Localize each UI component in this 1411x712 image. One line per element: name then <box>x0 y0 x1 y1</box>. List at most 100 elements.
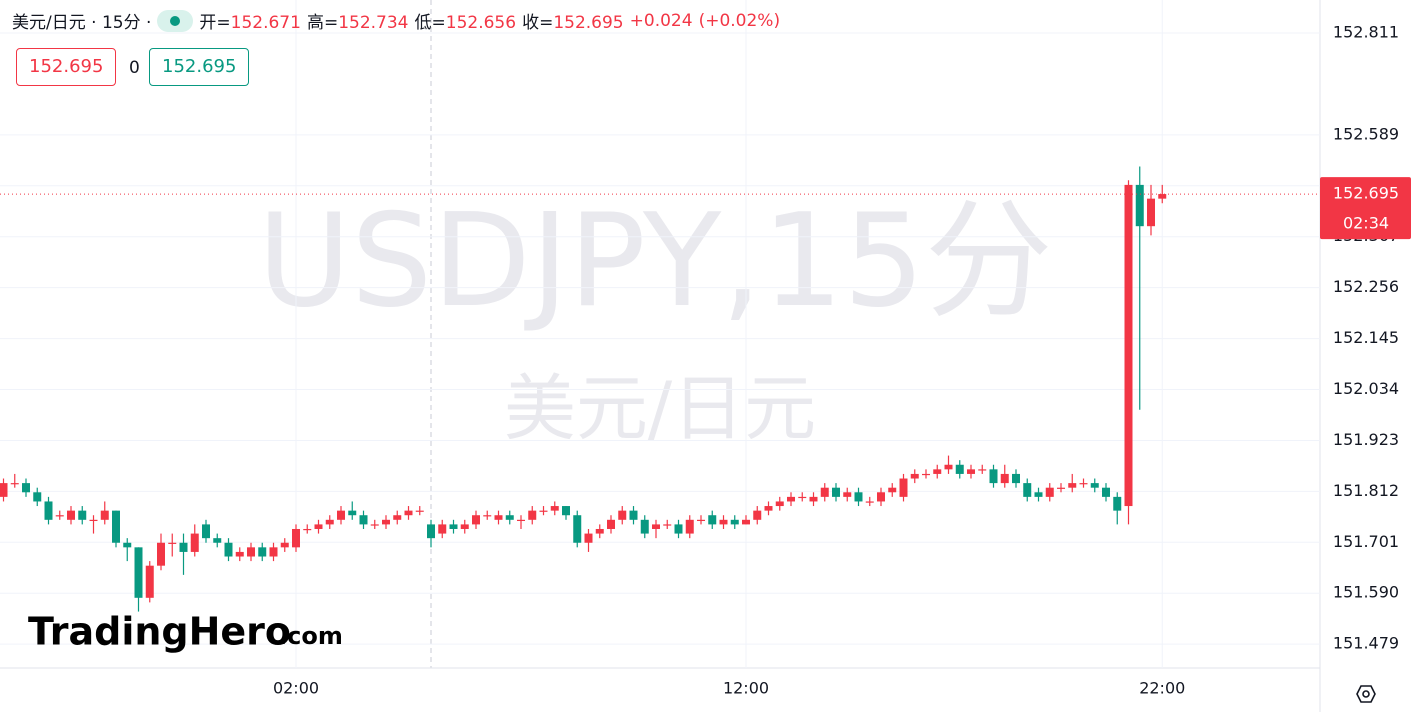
candle-body <box>224 542 233 557</box>
candle-body <box>123 542 132 548</box>
watermark: USDJPY,15分 <box>257 187 1052 336</box>
candle-body <box>910 473 919 479</box>
candle-body <box>1113 496 1122 511</box>
candle-body <box>922 473 930 476</box>
candle-body <box>78 510 87 520</box>
candle-body <box>179 542 188 552</box>
candle-body <box>292 528 300 548</box>
candle-body <box>528 510 537 520</box>
candle-body <box>44 501 53 520</box>
candle-body <box>460 524 469 529</box>
candle-body <box>494 515 503 520</box>
candle-body <box>370 524 379 526</box>
candle-body <box>1158 194 1167 199</box>
candle-body <box>854 492 863 502</box>
candle-body <box>438 524 447 534</box>
candle-body <box>382 519 390 525</box>
candle-body <box>1000 473 1009 484</box>
candle-body <box>202 524 210 539</box>
candle-body <box>1045 487 1054 497</box>
y-tick-label: 152.256 <box>1333 277 1399 296</box>
candle-body <box>573 515 582 543</box>
y-tick-label: 151.923 <box>1333 430 1399 449</box>
close-label: 收= <box>522 13 554 33</box>
candle-body <box>247 547 255 557</box>
candle-body <box>742 519 750 525</box>
y-tick-label: 152.589 <box>1333 124 1399 143</box>
candle-body <box>697 519 705 522</box>
candle-body <box>10 483 19 485</box>
candle-body <box>753 510 762 520</box>
candle-body <box>562 506 570 516</box>
candle-body <box>618 510 627 520</box>
y-tick-label: 151.812 <box>1333 481 1399 500</box>
status <box>157 9 194 32</box>
price-badge-value: 152.695 <box>1333 184 1399 203</box>
candle-body <box>989 469 998 484</box>
candle-body <box>22 483 30 493</box>
candle-body <box>809 496 818 502</box>
candle-body <box>1023 483 1032 497</box>
y-tick-label: 152.811 <box>1333 23 1399 42</box>
candle-body <box>112 510 120 543</box>
candle-body <box>1135 184 1144 227</box>
y-tick-label: 152.145 <box>1333 328 1399 347</box>
price-badge <box>1320 177 1411 240</box>
sell-button[interactable]: 152.695 <box>16 48 117 86</box>
logo: TradingHero <box>28 610 291 654</box>
candle-body <box>730 519 739 525</box>
candle-body <box>888 487 897 493</box>
candle-body <box>955 464 964 474</box>
open: 152.671 <box>230 13 301 33</box>
candle-body <box>89 519 98 522</box>
symbol: 美元/日元 · 15分 · <box>12 13 152 33</box>
change: +0.024 <box>629 10 693 31</box>
candle-body <box>550 506 559 511</box>
candle-body <box>427 524 435 539</box>
candle-body <box>145 565 154 598</box>
candle-body <box>798 496 807 499</box>
candle-body <box>415 510 424 512</box>
candle-body <box>100 510 109 520</box>
candle-body <box>764 506 773 511</box>
candle-body <box>843 492 852 497</box>
candle-body <box>685 519 694 534</box>
candle-body <box>1147 198 1155 227</box>
y-tick-label: 152.034 <box>1333 379 1399 398</box>
high-label: 高= <box>306 13 339 33</box>
buy-button[interactable]: 152.695 <box>149 48 250 86</box>
y-tick-label: 151.701 <box>1333 532 1399 551</box>
candle-body <box>1057 487 1065 489</box>
candle-body <box>820 487 829 497</box>
x-tick-label: 22:00 <box>1139 679 1185 698</box>
candle-body <box>899 478 908 497</box>
candle-body <box>539 510 548 512</box>
candle-body <box>325 519 334 525</box>
candle-body <box>775 501 784 507</box>
candle-body <box>337 510 345 520</box>
close: 152.695 <box>553 13 624 33</box>
candle-body <box>280 542 289 548</box>
candle-body <box>1090 483 1099 488</box>
candle-body <box>663 524 672 526</box>
candle-body <box>348 510 357 516</box>
candle-body <box>652 524 660 529</box>
open-label: 开= <box>199 13 231 33</box>
high: 152.734 <box>338 13 409 33</box>
settings-icon[interactable] <box>1356 685 1376 703</box>
candle-body <box>1102 487 1110 497</box>
candle-body <box>314 524 323 529</box>
y-tick-label: 151.590 <box>1333 583 1399 602</box>
candle-body <box>1034 492 1043 497</box>
candle-body <box>449 524 458 529</box>
candle-body <box>719 519 728 525</box>
spread: 0 <box>129 58 140 78</box>
candle-body <box>472 515 480 525</box>
candle-body <box>1124 184 1133 507</box>
candle-body <box>1012 473 1020 484</box>
candle-body <box>607 519 615 529</box>
candle-body <box>190 533 199 552</box>
candle-body <box>944 464 953 470</box>
